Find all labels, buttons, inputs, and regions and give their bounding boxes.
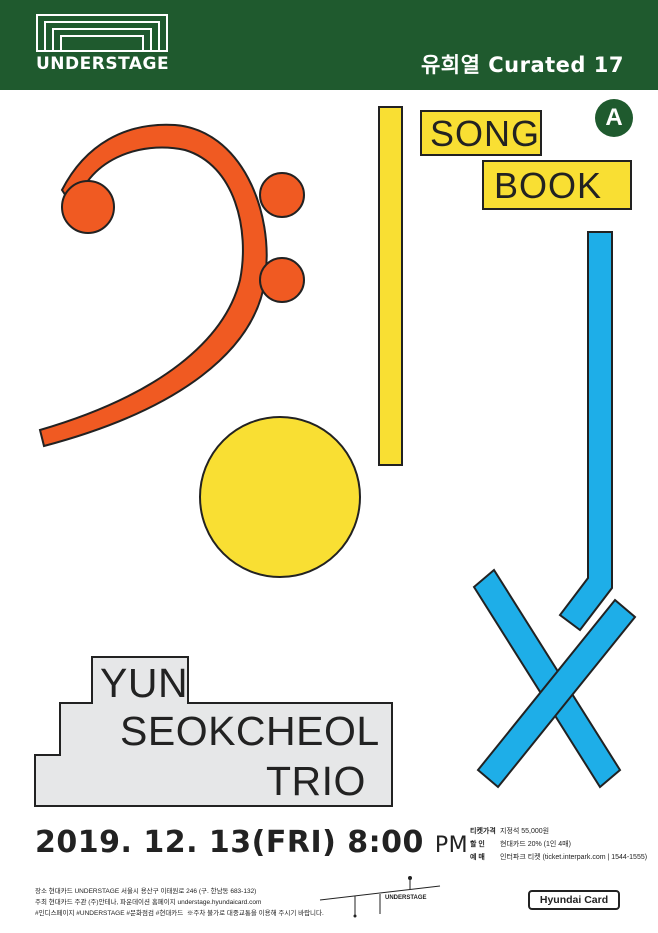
footer-note: ※주차 불가로 대중교통을 이용해 주시기 바랍니다. — [186, 910, 324, 917]
rating-badge: A — [595, 99, 633, 137]
title-line-2: SEOKCHEOL — [120, 708, 380, 754]
location-map-icon — [319, 876, 441, 918]
ticket-price-label: 티켓가격 — [470, 828, 496, 835]
note-head — [199, 416, 361, 578]
bass-clef-shape — [38, 123, 268, 448]
footer-host: 주최 현대카드 주관 (주)안테나, 파운데이션 홈페이지 understage… — [35, 899, 262, 906]
ticket-booking-label: 예 매 — [470, 854, 485, 861]
ticket-price-value: 지정석 55,000원 — [500, 828, 550, 835]
bass-clef-head — [61, 180, 115, 234]
song-label: SONG — [420, 110, 542, 156]
ticket-price: 티켓가격 지정석 55,000원 — [470, 826, 549, 836]
ticket-booking-value: 인터파크 티켓 (ticket.interpark.com | 1544-155… — [500, 854, 648, 861]
understage-logo-icon — [36, 14, 168, 52]
blue-x-stroke-2 — [476, 598, 637, 789]
blue-x-stroke-1 — [472, 568, 622, 789]
title-steps — [34, 656, 393, 807]
curated-title: 유희열 Curated 17 — [420, 53, 624, 77]
event-date: 2019. 12. 13(FRI) 8:00 PM — [35, 825, 468, 860]
map-label: UNDERSTAGE — [385, 895, 427, 901]
book-label: BOOK — [482, 160, 632, 210]
blue-stem — [558, 231, 613, 632]
note-stem — [378, 106, 403, 466]
ticket-discount-value: 현대카드 20% (1인 4매) — [500, 841, 571, 848]
title-line-3: TRIO — [266, 758, 366, 804]
logo-text: UNDERSTAGE — [36, 54, 170, 74]
date-main: 2019. 12. 13(FRI) 8:00 — [35, 825, 424, 860]
footer-venue: 장소 현대카드 UNDERSTAGE 서울시 용산구 이태원로 246 (구. … — [35, 888, 257, 895]
title-line-1: YUN — [100, 660, 189, 706]
date-suffix: PM — [434, 833, 469, 858]
clef-dot-bottom — [259, 257, 305, 303]
ticket-booking: 예 매 인터파크 티켓 (ticket.interpark.com | 1544-… — [470, 852, 647, 862]
ticket-discount-label: 할 인 — [470, 841, 485, 848]
ticket-discount: 할 인 현대카드 20% (1인 4매) — [470, 839, 571, 849]
clef-dot-top — [259, 172, 305, 218]
footer-hashtags: #인디스페이지 #UNDERSTAGE #문화점검 #현대카드 — [35, 910, 184, 917]
hyundai-card-logo: Hyundai Card — [528, 890, 620, 910]
footer-tags: #인디스페이지 #UNDERSTAGE #문화점검 #현대카드 ※주차 불가로 … — [35, 907, 324, 917]
